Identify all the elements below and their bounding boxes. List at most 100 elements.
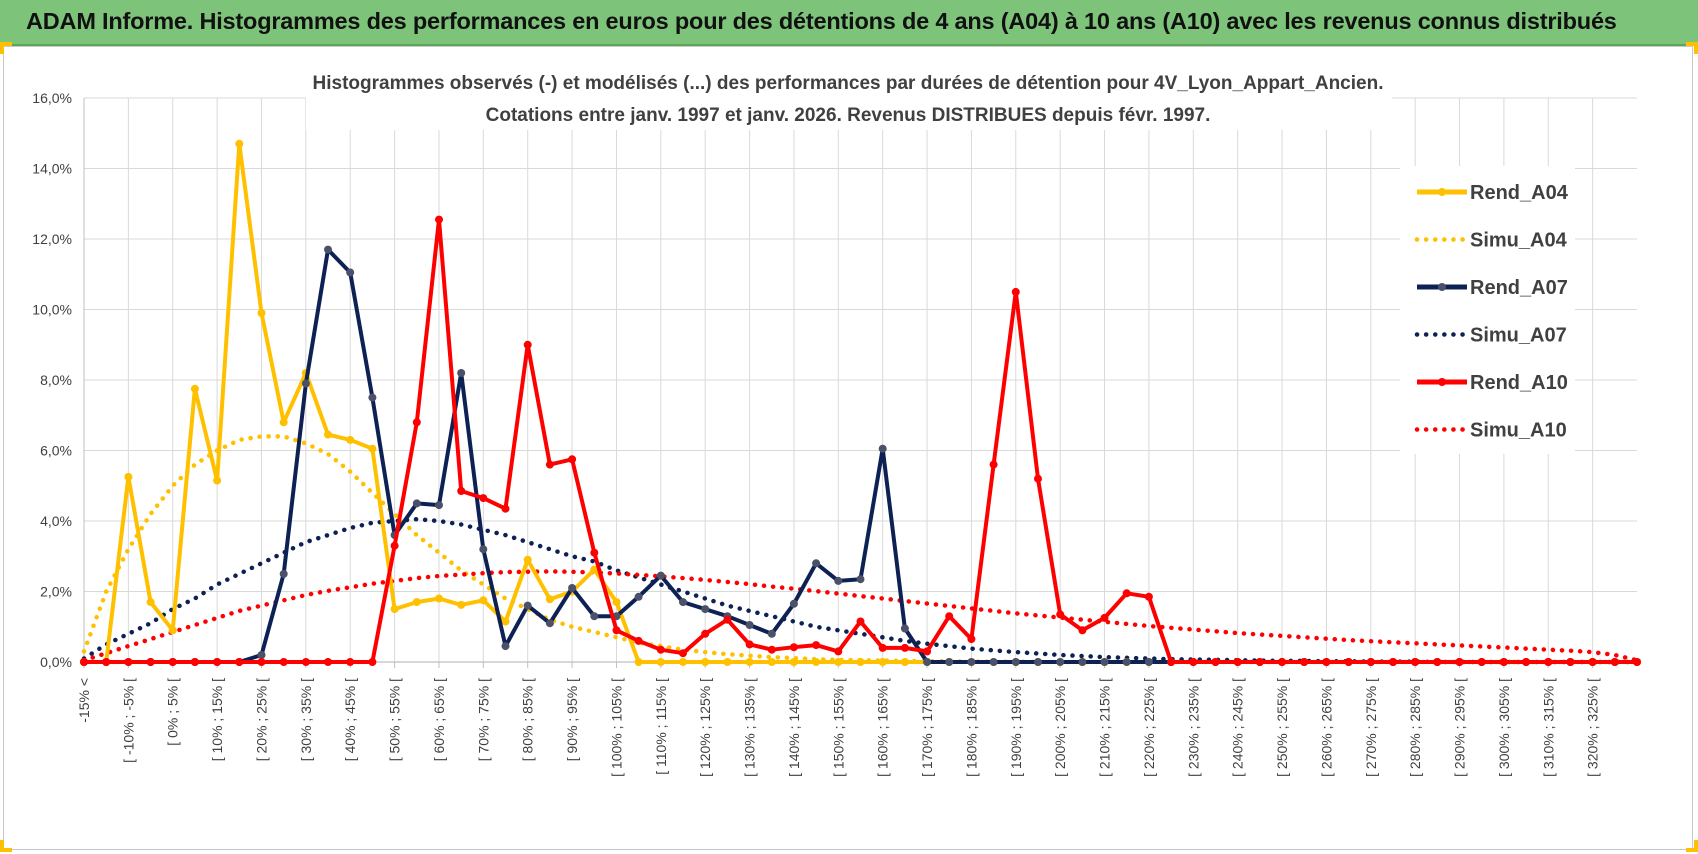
y-tick-label: 2,0% xyxy=(40,584,72,600)
data-point-rend-a07 xyxy=(878,444,887,453)
data-point-rend-a10 xyxy=(989,460,998,469)
x-tick-label: [ 300% ; 305% [ xyxy=(1496,678,1512,777)
legend-marker-rend-a04 xyxy=(1438,188,1446,196)
data-point-rend-a10 xyxy=(1433,658,1442,666)
data-point-rend-a04 xyxy=(279,418,288,427)
x-tick-label: [ 0% ; 5% [ xyxy=(165,678,181,746)
data-point-rend-a07 xyxy=(1078,658,1087,666)
data-point-rend-a04 xyxy=(878,658,887,666)
data-point-rend-a07 xyxy=(479,545,488,554)
data-point-rend-a10 xyxy=(1633,658,1641,666)
data-point-rend-a07 xyxy=(634,592,643,601)
data-point-rend-a07 xyxy=(900,624,909,633)
data-point-rend-a07 xyxy=(679,598,687,607)
y-axis-ticks: 0,0% 2,0% 4,0% 6,0% 8,0% 10,0% 12,0% 14,0% 16,0% xyxy=(32,90,72,670)
x-tick-label: [ 150% ; 155% [ xyxy=(830,678,846,777)
data-point-rend-a10 xyxy=(634,636,643,645)
data-point-rend-a07 xyxy=(967,658,976,666)
data-point-rend-a10 xyxy=(967,635,976,644)
data-point-rend-a10 xyxy=(1389,658,1397,666)
data-point-rend-a07 xyxy=(545,619,554,628)
data-point-rend-a04 xyxy=(834,658,843,666)
data-point-rend-a07 xyxy=(346,268,355,277)
x-tick-label: [ 210% ; 215% [ xyxy=(1097,678,1113,777)
data-point-rend-a04 xyxy=(523,555,532,564)
chart-frame xyxy=(3,46,1693,850)
data-point-rend-a10 xyxy=(923,647,932,656)
data-point-rend-a04 xyxy=(479,596,488,605)
banner-title: ADAM Informe. Histogrammes des performan… xyxy=(26,8,1617,34)
data-point-rend-a04 xyxy=(412,598,421,607)
data-point-rend-a10 xyxy=(945,612,954,621)
data-point-rend-a07 xyxy=(523,601,532,610)
data-point-rend-a10 xyxy=(1566,658,1575,666)
data-point-rend-a07 xyxy=(945,658,954,666)
data-point-rend-a10 xyxy=(1189,658,1198,666)
legend: Rend_A04 Simu_A04 Rend_A07 Simu_A07 Rend_A10… xyxy=(1414,182,1569,442)
data-point-rend-a07 xyxy=(324,245,332,254)
data-point-rend-a07 xyxy=(701,605,710,614)
data-point-rend-a10 xyxy=(878,643,887,652)
legend-label-simu-a04: Simu_A04 xyxy=(1470,230,1568,252)
data-point-rend-a04 xyxy=(368,444,377,453)
corner-mark-bottom-right xyxy=(1686,840,1698,852)
data-point-rend-a04 xyxy=(146,598,155,607)
corner-mark-top-left xyxy=(0,42,12,54)
legend-label-rend-a07: Rend_A07 xyxy=(1470,277,1568,299)
data-point-rend-a10 xyxy=(1278,658,1286,666)
y-tick-label: 0,0% xyxy=(40,654,72,670)
chart-title-line2: Cotations entre janv. 1997 et janv. 2026… xyxy=(486,105,1211,126)
data-point-rend-a10 xyxy=(1411,658,1420,666)
x-tick-label: [ 170% ; 175% [ xyxy=(919,678,935,777)
data-point-rend-a10 xyxy=(1078,626,1087,635)
x-tick-label: [ 100% ; 105% [ xyxy=(608,678,624,777)
data-point-rend-a10 xyxy=(124,658,133,666)
data-point-rend-a04 xyxy=(168,626,177,635)
y-tick-label: 8,0% xyxy=(40,372,72,388)
data-point-rend-a10 xyxy=(457,487,466,495)
x-tick-label: [ 110% ; 115% [ xyxy=(653,678,669,775)
legend-backdrop xyxy=(1400,166,1575,454)
data-point-rend-a10 xyxy=(346,658,355,666)
data-point-rend-a10 xyxy=(1100,613,1109,622)
data-point-rend-a04 xyxy=(656,658,665,666)
data-point-rend-a04 xyxy=(390,605,399,614)
data-point-rend-a10 xyxy=(390,541,399,550)
data-point-rend-a10 xyxy=(590,548,599,557)
x-tick-label: [ 50% ; 55% [ xyxy=(387,678,403,761)
y-tick-label: 6,0% xyxy=(40,443,72,459)
legend-label-rend-a04: Rend_A04 xyxy=(1470,182,1569,204)
data-point-rend-a10 xyxy=(1455,658,1464,666)
data-point-rend-a07 xyxy=(834,576,843,585)
legend-label-simu-a07: Simu_A07 xyxy=(1470,325,1567,347)
x-tick-label: [ 220% ; 225% [ xyxy=(1141,678,1157,777)
x-tick-label: [ 240% ; 245% [ xyxy=(1230,678,1246,777)
x-tick-label: [ 10% ; 15% [ xyxy=(209,678,225,761)
data-point-rend-a07 xyxy=(301,379,310,388)
data-point-rend-a10 xyxy=(789,643,798,652)
data-point-rend-a10 xyxy=(479,494,488,503)
data-point-rend-a10 xyxy=(1610,658,1619,666)
data-point-rend-a04 xyxy=(789,658,798,666)
data-point-rend-a10 xyxy=(368,658,377,666)
data-point-rend-a07 xyxy=(457,369,466,377)
data-point-rend-a07 xyxy=(856,575,865,584)
series-line-simu-a07 xyxy=(81,516,1640,665)
x-tick-label: [ 250% ; 255% [ xyxy=(1274,678,1290,777)
data-point-rend-a07 xyxy=(412,499,421,508)
data-point-rend-a10 xyxy=(523,340,532,349)
data-point-rend-a04 xyxy=(856,658,865,666)
data-point-rend-a04 xyxy=(435,594,443,603)
data-point-rend-a07 xyxy=(257,651,266,659)
data-point-rend-a10 xyxy=(1233,658,1242,666)
data-point-rend-a10 xyxy=(80,658,88,666)
data-point-rend-a10 xyxy=(1167,658,1176,666)
data-point-rend-a10 xyxy=(656,645,665,654)
data-point-rend-a10 xyxy=(1344,658,1353,666)
legend-marker-rend-a07 xyxy=(1438,283,1446,291)
data-point-rend-a07 xyxy=(1034,658,1042,666)
x-tick-label: [ 130% ; 135% [ xyxy=(742,678,758,777)
series xyxy=(80,139,1641,666)
data-point-rend-a10 xyxy=(1211,658,1220,666)
